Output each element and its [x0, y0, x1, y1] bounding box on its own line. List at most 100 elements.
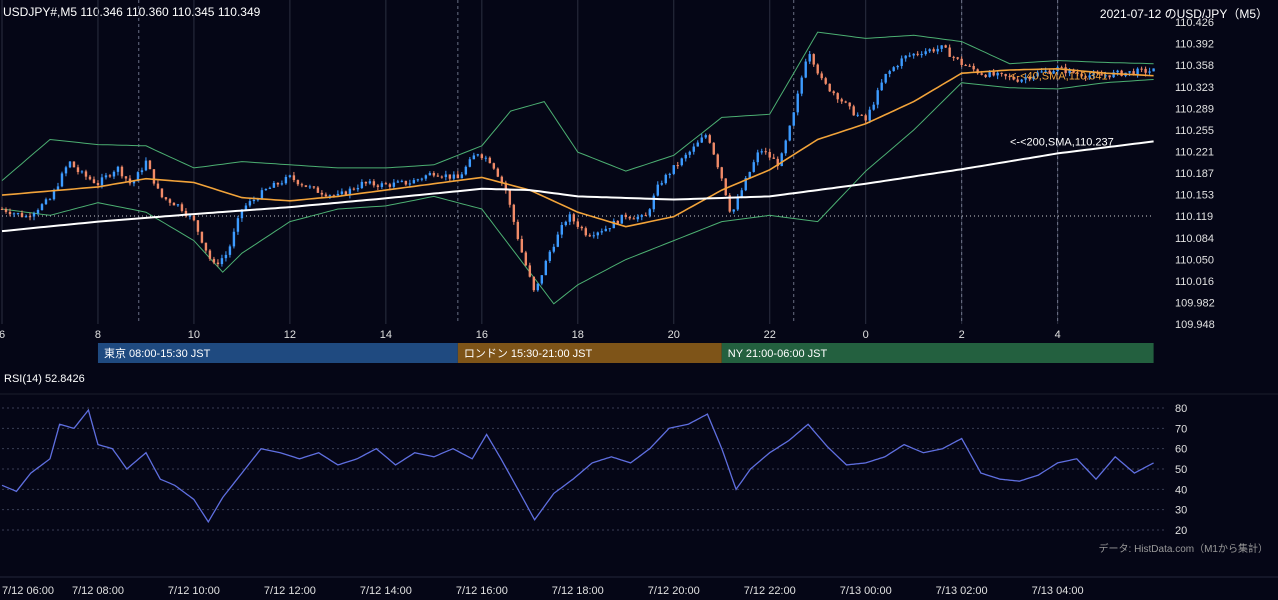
- rsi-panel: 80 70 60 50 40 30 20 7/12 06:00 7/12 08:00 7/12 1…: [0, 393, 1278, 597]
- candle-body: [752, 162, 755, 172]
- session-bars: 東京 08:00-15:30 JST ロンドン 15:30-21:00 JST NY…: [97, 343, 1154, 363]
- sma-value-label: <-<200,SMA,110.237: [1010, 136, 1114, 148]
- candle-body: [708, 135, 711, 143]
- candle-body: [180, 204, 184, 211]
- candle-body: [160, 188, 164, 198]
- candle-body: [792, 112, 795, 126]
- candle-body: [876, 90, 879, 105]
- candle-body: [960, 58, 963, 66]
- candle-body: [912, 53, 915, 56]
- candle-body: [64, 167, 68, 174]
- candle-body: [892, 67, 895, 72]
- candle-body: [52, 189, 56, 200]
- candle-body: [292, 175, 296, 181]
- rsi-tick-label: 30: [1175, 505, 1187, 517]
- candle-body: [1112, 72, 1115, 78]
- candle-body: [744, 177, 747, 191]
- candle-body: [296, 180, 300, 185]
- candle-body: [964, 65, 967, 67]
- candle-body: [388, 184, 392, 187]
- candle-body: [1148, 71, 1151, 73]
- price-tick-label: 110.426: [1175, 17, 1214, 29]
- candle-body: [372, 181, 376, 186]
- candle-body: [992, 71, 995, 76]
- candle-body: [988, 71, 991, 77]
- candle-body: [564, 221, 568, 226]
- candle-body: [1044, 70, 1047, 72]
- candle-body: [956, 57, 959, 59]
- session-bar: [457, 343, 722, 363]
- candle-body: [48, 199, 52, 201]
- time-tick-label: 7/12 16:00: [456, 585, 508, 597]
- price-tick-label: 110.119: [1175, 211, 1213, 223]
- candle-body: [416, 179, 420, 181]
- candle-body: [548, 251, 552, 261]
- candle-body: [1080, 73, 1083, 77]
- candle-body: [584, 228, 587, 236]
- candle-body: [280, 183, 284, 185]
- candle-body: [1144, 68, 1147, 73]
- candle-body: [868, 109, 871, 121]
- candle-body: [824, 78, 827, 84]
- candle-body: [932, 49, 935, 52]
- candle-body: [784, 140, 787, 154]
- candle-body: [352, 188, 356, 190]
- candle-body: [320, 192, 324, 195]
- candle-body: [972, 65, 975, 70]
- candle-body: [1116, 70, 1119, 73]
- candle-body: [568, 214, 572, 222]
- candle-body: [844, 101, 847, 103]
- candle-body: [396, 181, 400, 183]
- candle-body: [136, 172, 140, 182]
- candle-body: [648, 209, 651, 216]
- candle-body: [364, 181, 368, 184]
- rsi-line: [1, 408, 1154, 524]
- candle-body: [984, 74, 987, 77]
- candle-body: [728, 195, 731, 212]
- hour-tick-label: 0: [863, 329, 869, 341]
- candle-body: [948, 47, 951, 57]
- candle-body: [456, 174, 460, 179]
- candle-body: [512, 204, 516, 222]
- sma-lines: <-<40,SMA,110.341 <-<200,SMA,110.237: [1, 67, 1154, 233]
- candle-body: [716, 154, 719, 168]
- candle-body: [140, 170, 144, 173]
- candle-body: [1128, 71, 1131, 73]
- candle-body: [712, 142, 715, 155]
- candle-body: [872, 104, 875, 110]
- candle-body: [252, 199, 256, 202]
- candle-body: [448, 174, 452, 179]
- candle-body: [424, 175, 428, 179]
- candle-body: [168, 199, 172, 203]
- candle-body: [884, 73, 887, 83]
- price-tick-label: 110.050: [1175, 255, 1214, 267]
- session-bar: [97, 343, 458, 363]
- candle-body: [260, 190, 264, 200]
- price-tick-label: 110.084: [1175, 233, 1214, 245]
- candle-body: [996, 72, 999, 76]
- session-label: NY 21:00-06:00 JST: [728, 348, 828, 360]
- candle-body: [1096, 73, 1099, 75]
- candle-body: [100, 177, 104, 186]
- sma-line-200: [1, 140, 1154, 233]
- rsi-tick-label: 70: [1175, 423, 1187, 435]
- candle-body: [188, 215, 192, 217]
- time-tick-label: 7/12 20:00: [648, 585, 700, 597]
- time-tick-label: 7/12 14:00: [360, 585, 412, 597]
- time-tick-label: 7/13 04:00: [1032, 585, 1084, 597]
- candle-body: [224, 254, 228, 259]
- candle-body: [688, 151, 691, 155]
- candle-body: [356, 187, 360, 190]
- hour-tick-label: 10: [188, 329, 200, 341]
- candle-body: [852, 106, 855, 116]
- candle-body: [848, 102, 851, 107]
- candle-body: [1020, 79, 1023, 82]
- candle-body: [836, 93, 839, 100]
- candle-body: [800, 77, 803, 94]
- candle-body: [916, 53, 919, 55]
- candle-body: [368, 181, 372, 184]
- candle-body: [264, 188, 268, 191]
- price-tick-label: 110.392: [1175, 38, 1214, 50]
- candle-body: [832, 91, 835, 94]
- candle-body: [1028, 77, 1031, 80]
